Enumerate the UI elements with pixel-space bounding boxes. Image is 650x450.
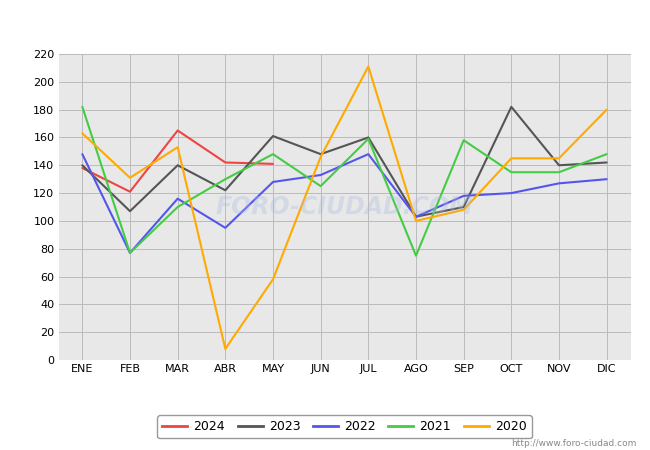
Text: Matriculaciones de Vehiculos en Rubí: Matriculaciones de Vehiculos en Rubí [171,14,479,32]
Text: http://www.foro-ciudad.com: http://www.foro-ciudad.com [512,439,637,448]
Text: FORO-CIUDAD.COM: FORO-CIUDAD.COM [216,195,473,219]
Legend: 2024, 2023, 2022, 2021, 2020: 2024, 2023, 2022, 2021, 2020 [157,415,532,438]
